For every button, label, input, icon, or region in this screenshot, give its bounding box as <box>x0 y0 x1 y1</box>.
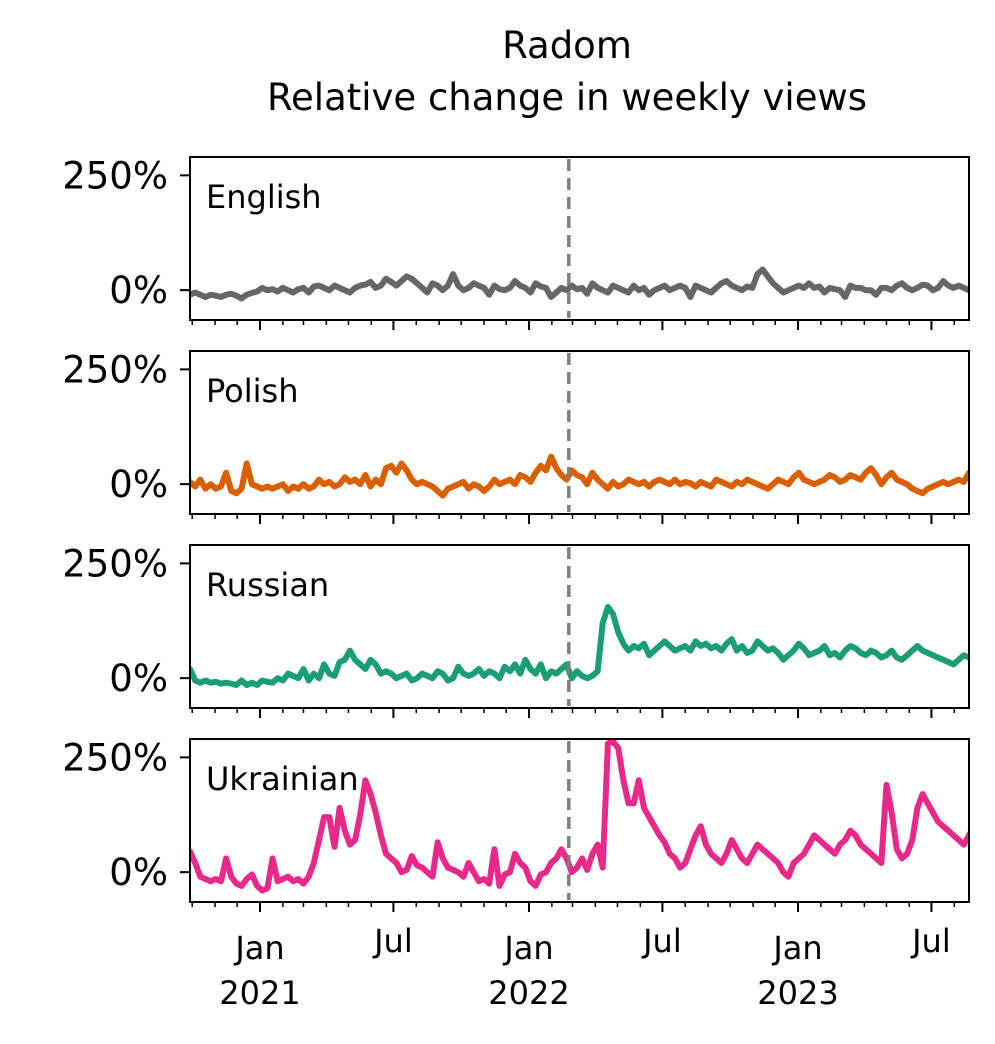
series-line-russian <box>190 604 969 688</box>
x-tick-label: Jul <box>641 922 682 960</box>
series-line-english <box>190 266 969 302</box>
panel-frame <box>189 544 970 709</box>
x-tick-label-month: Jan <box>233 929 284 967</box>
y-tick-label: 250% <box>62 542 168 585</box>
panel-label: Polish <box>206 372 298 410</box>
y-tick-label: 250% <box>62 154 168 197</box>
y-tick-label: 250% <box>62 348 168 391</box>
y-tick-label: 0% <box>109 851 168 894</box>
y-tick-label: 0% <box>109 463 168 506</box>
panel-frame <box>189 156 970 321</box>
panel-english: 0% 250% English <box>62 154 970 330</box>
panel-frame <box>189 350 970 515</box>
panel-label: Ukrainian <box>206 760 359 798</box>
chart-subtitle: Relative change in weekly views <box>267 76 867 119</box>
panel-label: English <box>206 178 322 216</box>
panel-ukrainian: 0% 250% Ukrainian <box>62 736 970 912</box>
panel-polish: 0% 250% Polish <box>62 348 970 524</box>
x-tick-label: Jul <box>910 922 951 960</box>
x-tick-label-year: 2021 <box>219 974 300 1012</box>
series-line-polish <box>190 453 969 499</box>
series-line-ukrainian <box>190 739 969 894</box>
x-axis: Jan 2021 Jul Jan 2022 Jul Jan 2023 Jul <box>219 922 950 1012</box>
y-tick-label: 0% <box>109 657 168 700</box>
x-tick-label-month: Jan <box>771 929 822 967</box>
panel-frame <box>189 738 970 903</box>
y-tick-label: 250% <box>62 736 168 779</box>
panel-label: Russian <box>206 566 329 604</box>
panel-russian: 0% 250% Russian <box>62 542 970 718</box>
x-tick-label-month: Jan <box>502 929 553 967</box>
x-tick-label-year: 2023 <box>757 974 838 1012</box>
x-tick-label-year: 2022 <box>488 974 569 1012</box>
chart-title: Radom <box>502 24 632 67</box>
x-tick-label: Jul <box>372 922 413 960</box>
y-tick-label: 0% <box>109 269 168 312</box>
